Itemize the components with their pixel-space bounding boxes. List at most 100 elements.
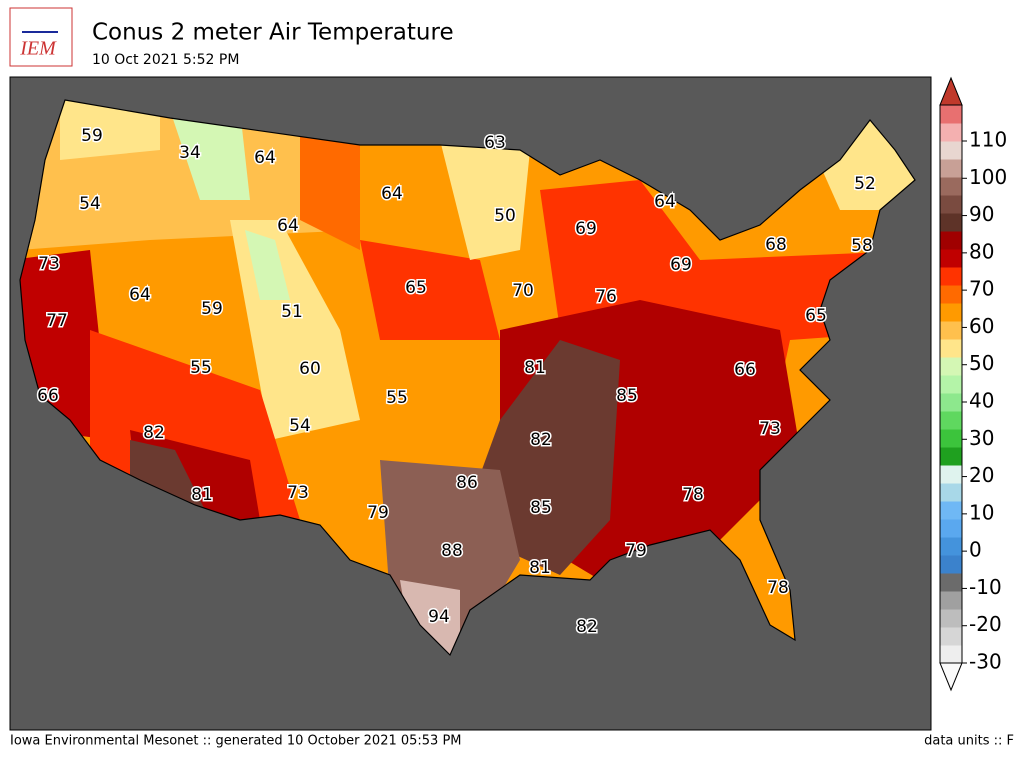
colorbar-tick-label: 30 <box>969 426 994 450</box>
colorbar-segment <box>940 195 962 214</box>
temperature-label: 64 <box>381 184 403 204</box>
temperature-label: 69 <box>670 255 692 275</box>
temperature-label: 68 <box>765 235 787 255</box>
colorbar-tick-label: 10 <box>969 500 994 524</box>
colorbar-segment <box>940 357 962 376</box>
temperature-label: 85 <box>530 498 552 518</box>
colorbar-bottom <box>939 662 963 692</box>
temperature-label: 70 <box>512 281 534 301</box>
temperature-label: 64 <box>129 285 151 305</box>
colorbar-tick-label: 100 <box>969 165 1007 189</box>
temperature-label: 64 <box>277 216 299 236</box>
colorbar-segment <box>940 537 962 556</box>
temperature-label: 81 <box>191 485 213 505</box>
temperature-label: 73 <box>38 254 60 274</box>
colorbar-tick-label: 110 <box>969 128 1007 152</box>
colorbar-frame <box>939 104 963 664</box>
temperature-label: 82 <box>530 430 552 450</box>
colorbar-segment <box>940 231 962 250</box>
footer-right: data units :: F <box>924 734 1014 749</box>
colorbar-segment <box>940 375 962 394</box>
temperature-label: 82 <box>143 423 165 443</box>
temperature-label: 55 <box>386 388 408 408</box>
temperature-label: 73 <box>287 483 309 503</box>
logo: IEM <box>9 7 73 67</box>
temperature-label: 65 <box>805 306 827 326</box>
colorbar-segment <box>940 303 962 322</box>
colorbar-tick-label: 80 <box>969 239 994 263</box>
colorbar-segment <box>940 105 962 124</box>
temperature-label: 34 <box>179 143 201 163</box>
colorbar-segment <box>940 627 962 646</box>
colorbar-segment <box>940 483 962 502</box>
temperature-label: 59 <box>81 126 103 146</box>
colorbar-segment <box>940 465 962 484</box>
subtitle: 10 Oct 2021 5:52 PM <box>92 52 239 68</box>
colorbar-tick-label: -30 <box>969 650 1002 674</box>
colorbar-tick-label: 90 <box>969 202 994 226</box>
colorbar-tick-label: 60 <box>969 314 994 338</box>
temperature-label: 81 <box>529 558 551 578</box>
temperature-label: 94 <box>428 607 450 627</box>
colorbar-tick-label: 0 <box>969 538 982 562</box>
colorbar-tick-label: 40 <box>969 389 994 413</box>
logo-frame <box>9 7 73 67</box>
temperature-label: 65 <box>405 278 427 298</box>
colorbar-segment <box>940 591 962 610</box>
colorbar-tick-label: -10 <box>969 575 1002 599</box>
temperature-label: 64 <box>254 148 276 168</box>
temperature-label: 51 <box>281 302 303 322</box>
title: Conus 2 meter Air Temperature <box>92 20 454 46</box>
temperature-label: 78 <box>767 578 789 598</box>
temperature-label: 76 <box>595 287 617 307</box>
colorbar-segment <box>940 177 962 196</box>
temperature-label: 54 <box>289 416 311 436</box>
colorbar-segment <box>940 213 962 232</box>
colorbar-segment <box>940 447 962 466</box>
logo-text: IEM <box>19 38 57 60</box>
colorbar-segment <box>940 501 962 520</box>
temperature-label: 79 <box>625 541 647 561</box>
temperature-label: 60 <box>299 359 321 379</box>
temperature-label: 86 <box>456 473 478 493</box>
temperature-label: 50 <box>494 206 516 226</box>
temperature-label: 85 <box>616 386 638 406</box>
colorbar-segment <box>940 411 962 430</box>
colorbar-segment <box>940 609 962 628</box>
temperature-label: 69 <box>575 219 597 239</box>
footer-left: Iowa Environmental Mesonet :: generated … <box>10 734 462 749</box>
colorbar-segment <box>940 321 962 340</box>
temperature-label: 63 <box>484 133 506 153</box>
colorbar-segment <box>940 123 962 142</box>
temperature-label: 88 <box>441 541 463 561</box>
temperature-label: 82 <box>576 617 598 637</box>
colorbar-segment <box>940 429 962 448</box>
colorbar-segment <box>940 393 962 412</box>
colorbar-tick-label: -20 <box>969 612 1002 636</box>
temperature-label: 66 <box>734 360 756 380</box>
temperature-label: 79 <box>367 503 389 523</box>
temperature-label: 54 <box>79 194 101 214</box>
temperature-label: 64 <box>654 192 676 212</box>
temperature-label: 73 <box>759 419 781 439</box>
temperature-label: 77 <box>46 311 68 331</box>
colorbar-segment <box>940 645 962 664</box>
temperature-label: 59 <box>201 299 223 319</box>
colorbar-tick-label: 20 <box>969 463 994 487</box>
colorbar-segment <box>940 339 962 358</box>
colorbar-segment <box>940 159 962 178</box>
colorbar-segment <box>940 141 962 160</box>
temperature-label: 55 <box>190 358 212 378</box>
colorbar-top <box>939 76 963 106</box>
colorbar-segment <box>940 519 962 538</box>
colorbar-segment <box>940 267 962 286</box>
colorbar-segment <box>940 249 962 268</box>
colorbar-tick-label: 50 <box>969 351 994 375</box>
temperature-label: 52 <box>854 174 876 194</box>
map-labels: 59 34 64 63 64 52 54 50 64 69 64 68 58 73 69 65 70 64 76 59… <box>36 125 878 639</box>
colorbar-segment <box>940 285 962 304</box>
colorbar: -30 -20 -10 0 10 20 30 40 50 60 70 80 90 100 110 <box>939 76 1007 692</box>
temperature-label: 58 <box>851 236 873 256</box>
colorbar-segment <box>940 573 962 592</box>
